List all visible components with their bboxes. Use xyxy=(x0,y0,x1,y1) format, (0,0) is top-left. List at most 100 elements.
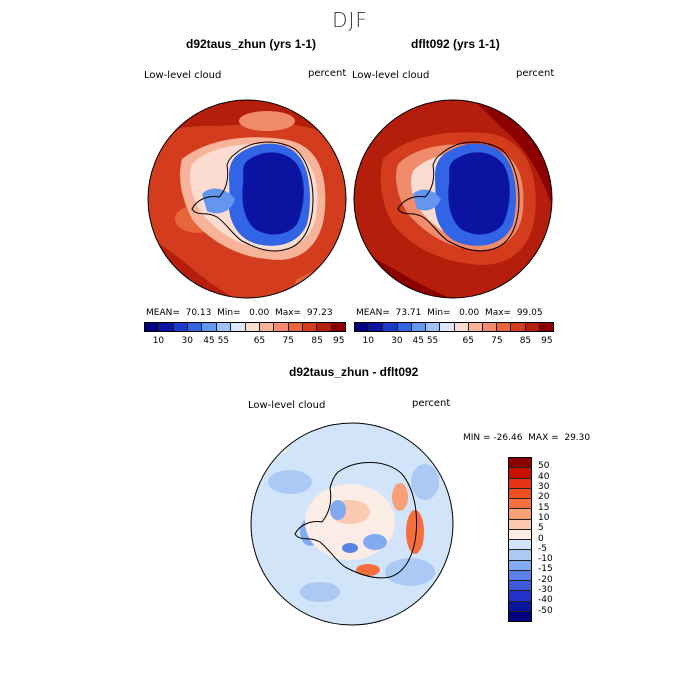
colorbar-swatch xyxy=(509,478,531,489)
colorbar-swatch xyxy=(202,323,217,331)
colorbar-tick-label: -30 xyxy=(538,585,553,596)
panel3-units: percent xyxy=(412,398,451,409)
colorbar-tick-label: 55 xyxy=(426,336,439,346)
colorbar-swatch xyxy=(426,323,441,331)
colorbar-swatch xyxy=(509,540,531,551)
colorbar-swatch xyxy=(509,601,531,612)
colorbar-swatch xyxy=(159,323,174,331)
panel3-stats: MIN = -26.46 MAX = 29.30 xyxy=(463,433,591,443)
panel1-map-border xyxy=(147,99,347,299)
season-title: DJF xyxy=(332,8,368,32)
panel3-negative-patch xyxy=(300,582,340,602)
panel2-map-border xyxy=(353,99,553,299)
panel3-coastline xyxy=(294,461,418,579)
colorbar-swatch xyxy=(145,323,160,331)
colorbar-tick-label: 0 xyxy=(538,533,544,544)
panel1-colorbar xyxy=(144,322,346,332)
panel3-negative-patch xyxy=(385,558,435,586)
colorbar-tick-label: -15 xyxy=(538,564,553,575)
colorbar-tick-label: 85 xyxy=(519,336,532,346)
colorbar-swatch xyxy=(509,509,531,520)
colorbar-swatch xyxy=(302,323,318,331)
colorbar-swatch xyxy=(509,499,531,510)
panel3-map-border xyxy=(250,422,454,626)
colorbar-tick-label: -10 xyxy=(538,554,553,565)
colorbar-tick-label: 20 xyxy=(538,492,550,503)
panel2-map xyxy=(353,99,553,299)
panel2-units: percent xyxy=(516,68,555,79)
panel3-positive-patch xyxy=(356,564,380,576)
colorbar-tick-label: 65 xyxy=(462,336,475,346)
panel1-units: percent xyxy=(308,68,347,79)
panel3-colorbar-ticks: 50 40 30 20 15 10 5 0 -5 -10 -15 -20 -30 -40 -50 xyxy=(538,457,578,622)
colorbar-tick-label: -20 xyxy=(538,574,553,585)
colorbar-swatch xyxy=(454,323,469,331)
panel2-coastline xyxy=(397,141,520,252)
colorbar-tick-label: 75 xyxy=(282,336,295,346)
colorbar-swatch xyxy=(509,611,531,621)
colorbar-swatch xyxy=(509,458,531,469)
panel2-colorbar-ticks: 10 30 45 55 65 75 85 95 xyxy=(354,336,554,348)
colorbar-swatch xyxy=(509,550,531,561)
colorbar-swatch xyxy=(509,529,531,540)
colorbar-tick-label: 30 xyxy=(538,481,550,492)
colorbar-swatch xyxy=(173,323,189,331)
panel3-variable: Low-level cloud xyxy=(248,400,326,411)
panel1-colorbar-ticks: 10 30 45 55 65 75 85 95 xyxy=(144,336,346,348)
colorbar-swatch xyxy=(525,323,540,331)
colorbar-swatch xyxy=(355,323,370,331)
colorbar-swatch xyxy=(509,591,531,602)
colorbar-swatch xyxy=(509,519,531,530)
colorbar-tick-label: 55 xyxy=(217,336,230,346)
colorbar-swatch xyxy=(231,323,246,331)
colorbar-swatch xyxy=(509,560,531,571)
panel2-colorbar xyxy=(354,322,554,332)
panel2-variable: Low-level cloud xyxy=(352,70,430,81)
colorbar-swatch xyxy=(245,323,260,331)
colorbar-tick-label: 65 xyxy=(253,336,266,346)
panel2-antarctic-minimum xyxy=(448,152,510,235)
colorbar-swatch xyxy=(274,323,289,331)
panel3-map xyxy=(250,422,454,626)
colorbar-swatch xyxy=(440,323,455,331)
panel1-map xyxy=(147,99,347,299)
panel2-title: dflt092 (yrs 1-1) xyxy=(411,37,500,51)
panel3-colorbar xyxy=(508,457,532,622)
colorbar-swatch xyxy=(539,323,554,331)
colorbar-swatch xyxy=(383,323,398,331)
panel2-peninsula-low-cloud xyxy=(413,189,441,211)
colorbar-tick-label: 45 xyxy=(412,336,425,346)
panel3-title: d92taus_zhun - dflt092 xyxy=(289,365,419,379)
colorbar-swatch xyxy=(288,323,303,331)
panel2-stats: MEAN= 73.71 Min= 0.00 Max= 99.05 xyxy=(356,308,543,318)
panel3-negative-patch xyxy=(411,464,439,500)
panel3-negative-patch xyxy=(330,500,346,520)
panel3-negative-patch xyxy=(363,534,387,550)
colorbar-swatch xyxy=(468,323,483,331)
colorbar-swatch xyxy=(509,468,531,479)
colorbar-tick-label: 10 xyxy=(538,512,550,523)
colorbar-tick-label: -5 xyxy=(538,543,547,554)
panel1-antarctic-minimum xyxy=(242,152,304,235)
panel1-stats: MEAN= 70.13 Min= 0.00 Max= 97.23 xyxy=(146,308,333,318)
colorbar-tick-label: 10 xyxy=(362,336,375,346)
colorbar-swatch xyxy=(317,323,332,331)
panel3-negative-min xyxy=(342,543,358,553)
colorbar-tick-label: -40 xyxy=(538,595,553,606)
panel3-negative-patch xyxy=(268,470,312,494)
panel1-coastline xyxy=(191,141,314,252)
colorbar-tick-label: 95 xyxy=(333,336,345,346)
colorbar-tick-label: 95 xyxy=(541,336,553,346)
panel1-peninsula-low-cloud xyxy=(202,188,235,214)
colorbar-tick-label: 10 xyxy=(152,336,165,346)
colorbar-swatch xyxy=(511,323,526,331)
colorbar-swatch xyxy=(411,323,427,331)
colorbar-swatch xyxy=(188,323,203,331)
colorbar-tick-label: 75 xyxy=(491,336,503,346)
colorbar-swatch xyxy=(331,323,346,331)
colorbar-tick-label: 5 xyxy=(538,523,544,534)
colorbar-tick-label: 15 xyxy=(538,502,550,513)
colorbar-swatch xyxy=(259,323,275,331)
panel3-positive-patch xyxy=(392,483,408,511)
colorbar-tick-label: -50 xyxy=(538,605,553,616)
